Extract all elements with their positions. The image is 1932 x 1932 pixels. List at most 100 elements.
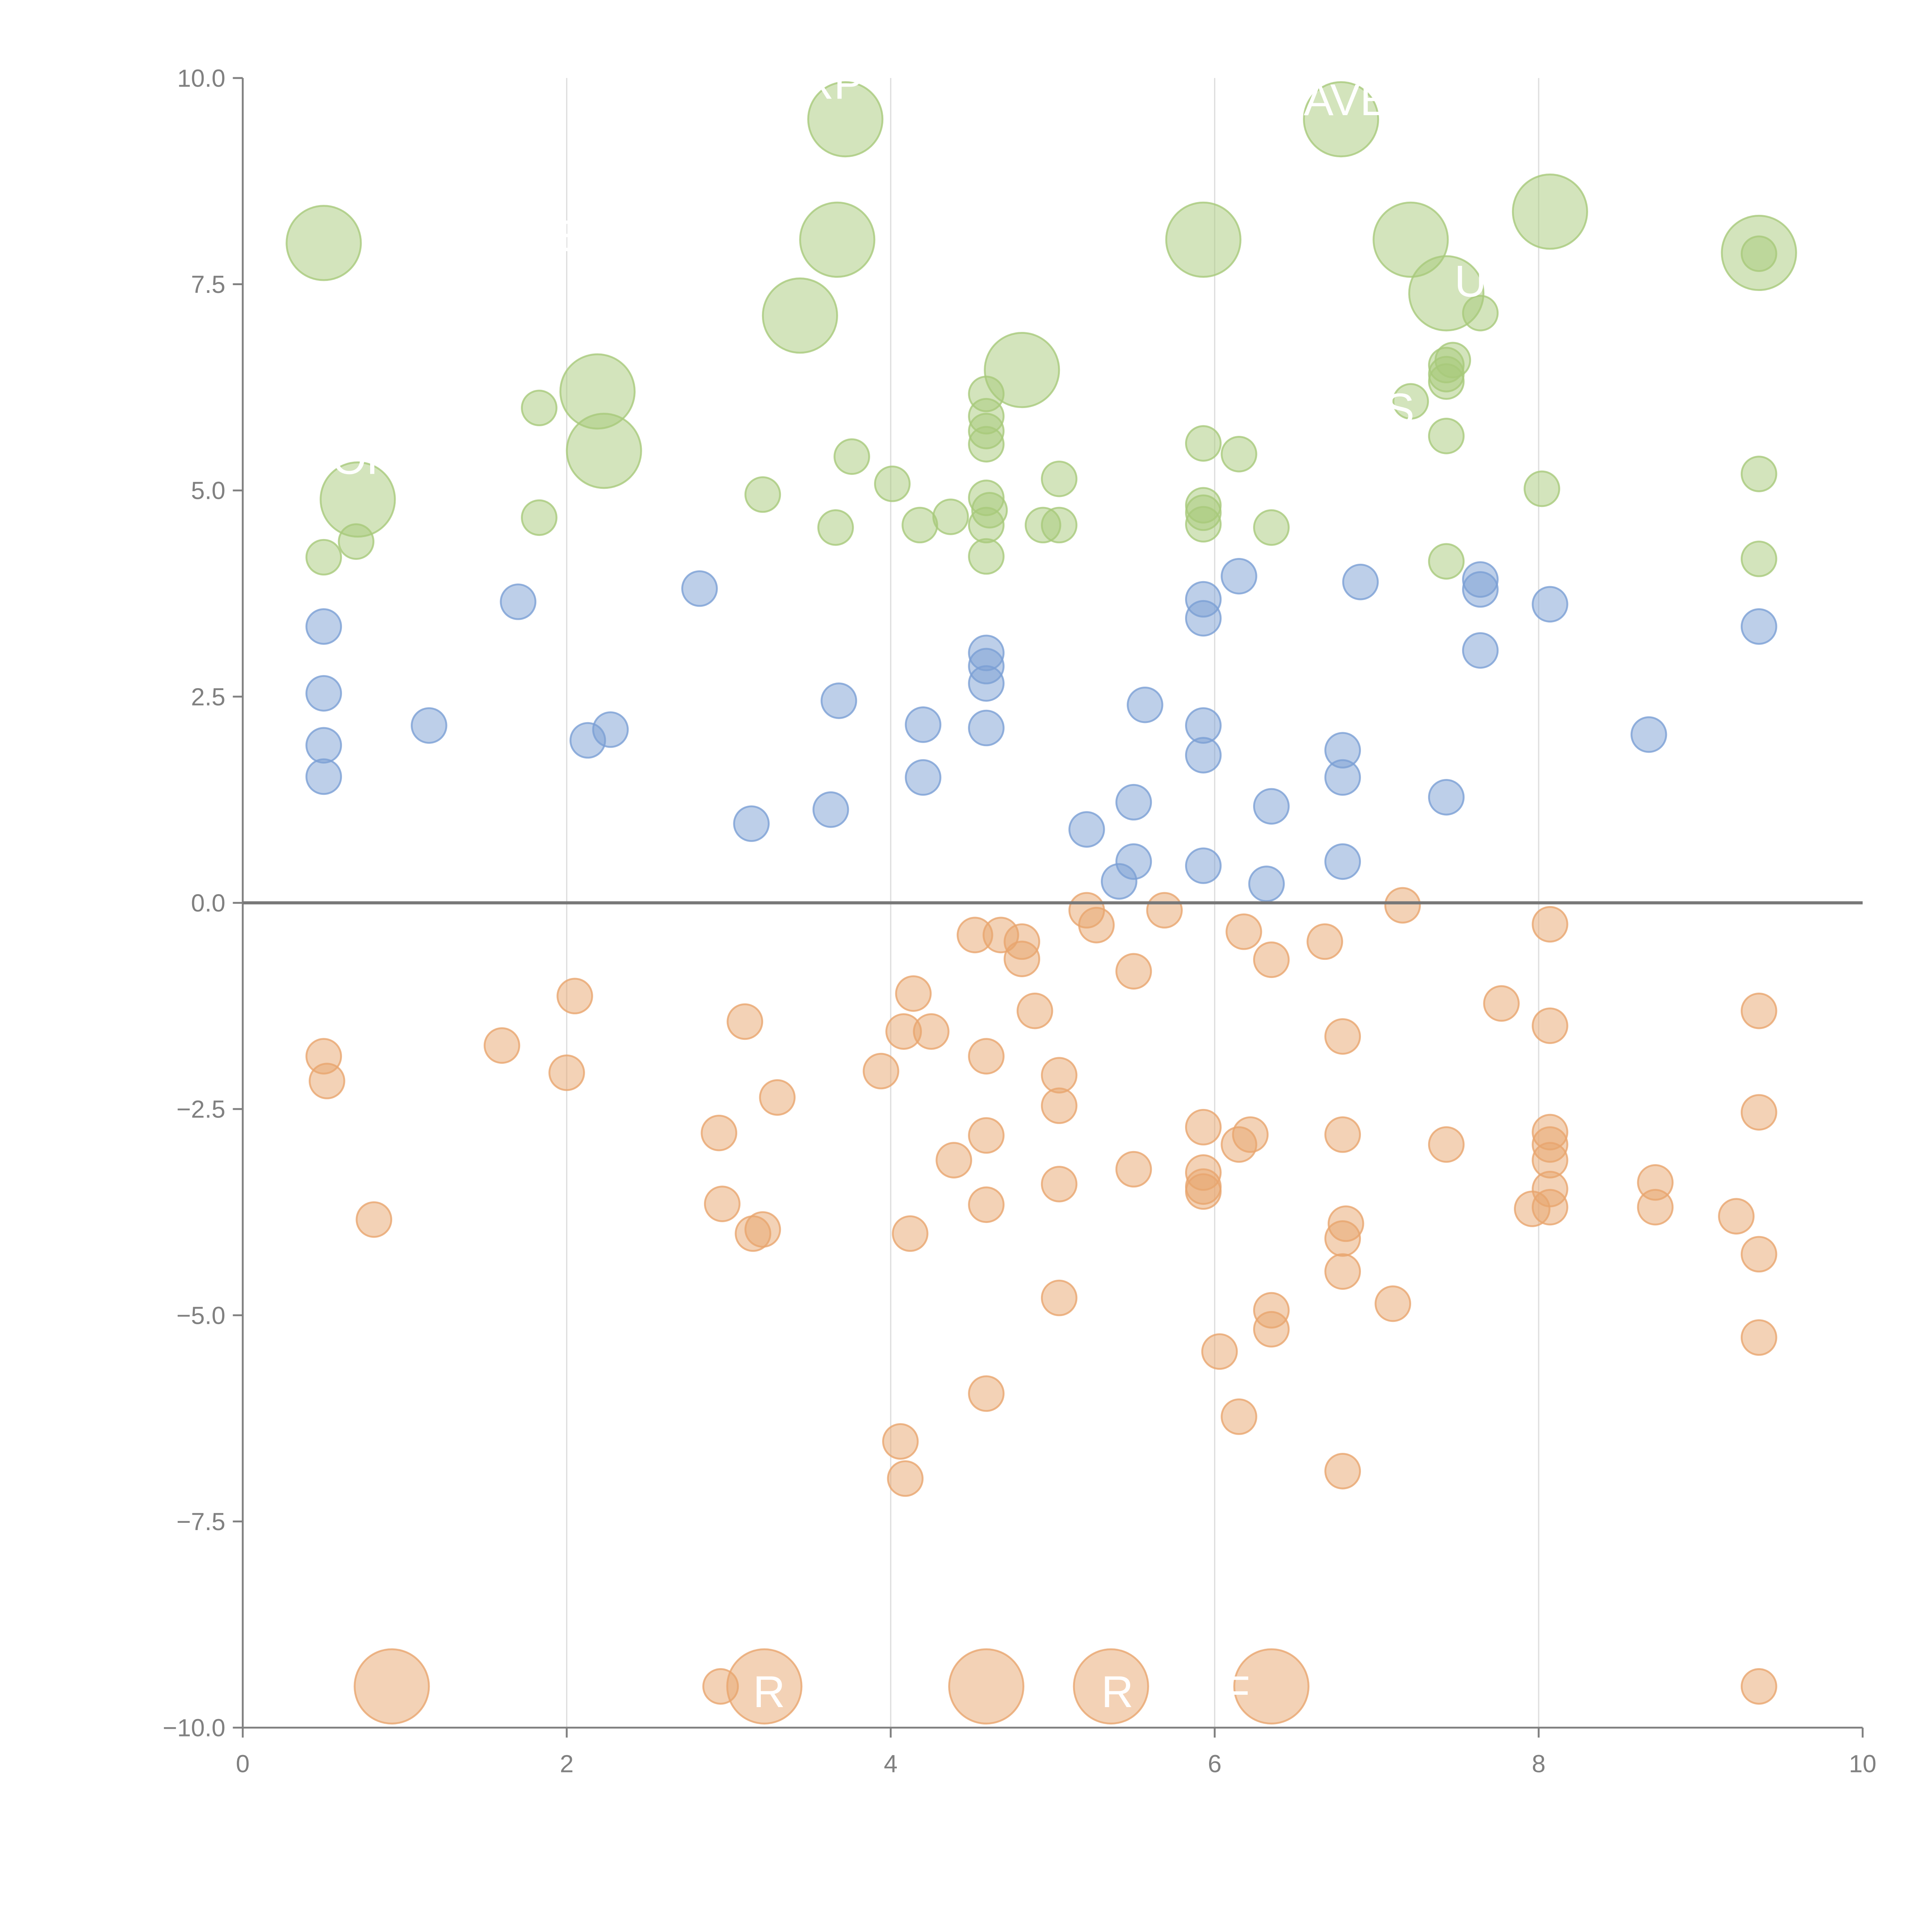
annotation-label: U (1454, 257, 1486, 306)
data-point-green-large (984, 332, 1060, 408)
data-point-orange (1221, 1398, 1257, 1435)
y-tick-label: 2.5 (191, 683, 225, 711)
data-point-blue (1127, 686, 1163, 723)
y-tick-label: 7.5 (191, 270, 225, 298)
data-point-orange (1740, 1319, 1777, 1356)
data-point-orange (1115, 1151, 1152, 1188)
data-point-orange (548, 1054, 585, 1091)
data-point-orange (1041, 1087, 1078, 1124)
annotation-label: AVE (1304, 75, 1389, 125)
data-point-orange (913, 1013, 950, 1050)
annotation-label: RP (802, 59, 864, 108)
data-point-orange (1115, 953, 1152, 990)
data-point-green-large (799, 201, 876, 278)
data-point-orange (1185, 1173, 1222, 1210)
data-point-green (968, 538, 1005, 575)
data-point-orange-large (1073, 1648, 1149, 1725)
data-point-blue (905, 706, 942, 743)
data-point-orange (968, 1186, 1005, 1223)
data-point-green (1428, 543, 1465, 580)
x-tick-label: 8 (1532, 1750, 1546, 1778)
data-point-green (968, 426, 1005, 463)
data-point-green (1740, 456, 1777, 492)
data-point-green-large (1512, 173, 1588, 250)
data-point-orange (882, 1423, 919, 1460)
data-point-orange (1740, 1236, 1777, 1273)
data-point-orange (1225, 913, 1262, 950)
y-tick-label: 5.0 (191, 477, 225, 505)
y-tick-label: −7.5 (177, 1508, 226, 1536)
data-point-green (1740, 541, 1777, 577)
data-point-orange (1324, 1018, 1361, 1055)
data-point-orange-large (1233, 1648, 1310, 1725)
data-point-orange (1740, 992, 1777, 1029)
data-point-orange-large (948, 1648, 1025, 1725)
data-point-blue (1115, 784, 1152, 821)
data-point-blue (1324, 759, 1361, 796)
data-point-orange (701, 1114, 738, 1151)
data-point-orange (1324, 1453, 1361, 1490)
data-point-green (817, 509, 854, 546)
data-point-orange (1532, 1189, 1568, 1226)
data-point-green (521, 389, 558, 427)
data-point-blue (968, 709, 1005, 747)
data-point-orange (726, 1003, 764, 1040)
data-point-orange (895, 975, 932, 1012)
data-point-blue (592, 711, 629, 748)
annotation-label: S (1385, 384, 1415, 434)
data-point-blue (968, 665, 1005, 702)
data-point-orange (744, 1211, 781, 1248)
data-point-green (1524, 470, 1560, 507)
data-point-blue (1428, 779, 1465, 816)
data-point-orange (1740, 1668, 1777, 1705)
data-point-orange (887, 1460, 924, 1497)
data-point-orange (1374, 1285, 1412, 1322)
data-point-blue (305, 727, 342, 764)
data-point-orange-large (726, 1648, 803, 1725)
data-point-green-large (1303, 81, 1379, 158)
data-point-orange (1483, 985, 1520, 1022)
data-point-green (1041, 461, 1078, 497)
data-point-green-large (566, 413, 642, 489)
data-point-orange (968, 1117, 1005, 1154)
data-point-blue (305, 675, 342, 712)
annotation-label: F (1223, 1667, 1250, 1717)
data-point-blue (681, 570, 718, 607)
data-point-green (1428, 418, 1465, 454)
data-point-orange (1306, 923, 1343, 960)
data-points (286, 81, 1797, 1725)
data-point-orange (1185, 1109, 1222, 1146)
data-point-blue (1115, 843, 1152, 880)
data-point-blue (820, 682, 857, 719)
data-point-orange (759, 1079, 796, 1116)
data-point-orange (1740, 1094, 1777, 1131)
data-point-green-large (320, 461, 396, 538)
data-point-orange-large (354, 1648, 430, 1725)
data-point-blue (733, 805, 770, 842)
data-point-orange (1327, 1205, 1364, 1242)
x-tick-label: 2 (560, 1750, 574, 1778)
data-point-orange (1041, 1166, 1078, 1202)
data-point-blue (1324, 843, 1361, 880)
data-point-blue (1248, 866, 1285, 902)
data-point-blue (1185, 737, 1222, 774)
data-point-green (1185, 506, 1222, 543)
data-point-green (932, 498, 969, 535)
data-point-green-large (762, 277, 838, 354)
data-point-blue (1630, 716, 1667, 753)
data-point-blue (812, 791, 849, 828)
data-point-blue (305, 608, 342, 645)
data-point-orange (1078, 906, 1115, 944)
data-point-green (744, 476, 781, 513)
data-point-blue (1342, 563, 1379, 600)
data-point-green (1185, 425, 1222, 462)
data-point-orange (1232, 1116, 1269, 1153)
data-point-green (833, 438, 870, 475)
data-point-green (305, 539, 342, 576)
data-point-orange (935, 1142, 972, 1179)
data-point-green-large (286, 205, 362, 281)
data-point-orange (1253, 941, 1290, 978)
data-point-orange (1324, 1116, 1361, 1153)
data-point-blue (1462, 632, 1499, 669)
